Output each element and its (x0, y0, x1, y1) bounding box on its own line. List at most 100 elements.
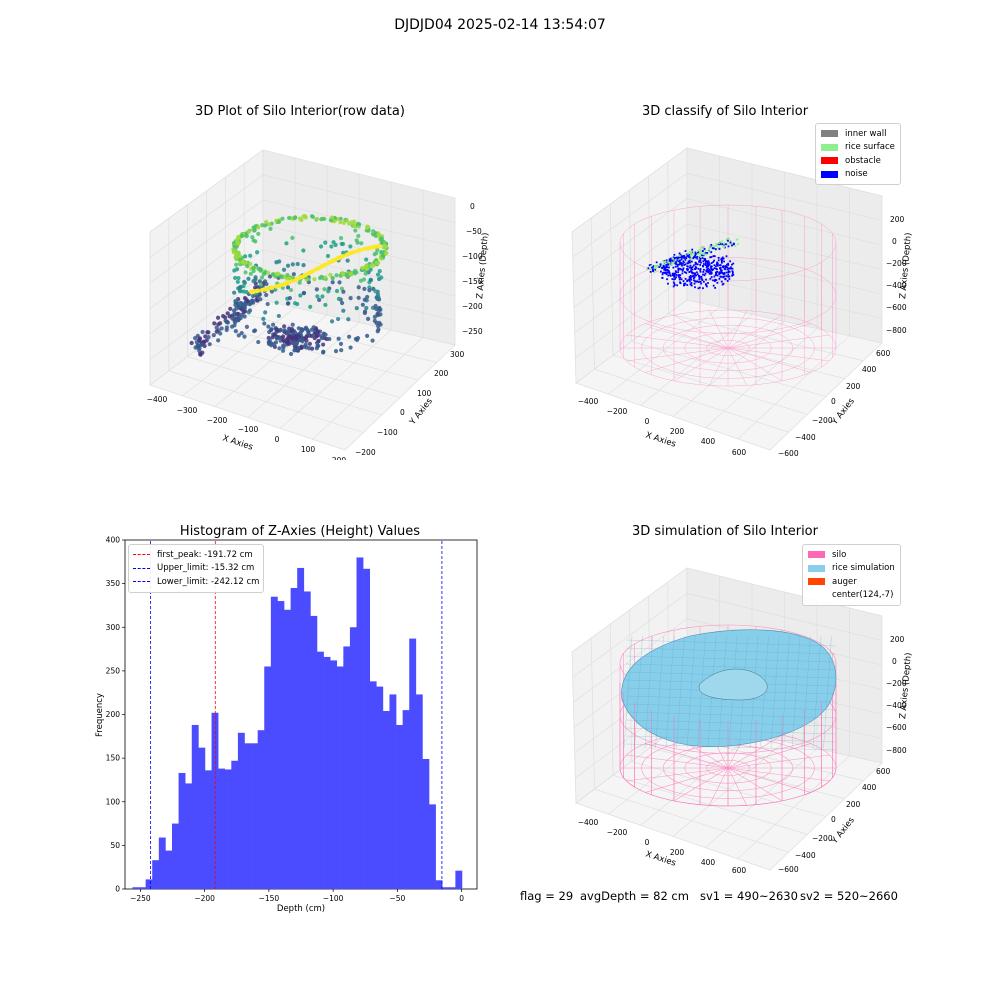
noise-point (681, 269, 684, 272)
rice-surface-point (713, 247, 715, 250)
noise-point (688, 271, 691, 273)
scatter-point (352, 271, 358, 276)
y-tick: 200 (846, 382, 861, 391)
histogram-bar (145, 879, 153, 889)
noise-point (699, 259, 702, 262)
noise-point (689, 270, 692, 273)
noise-point (694, 274, 697, 277)
noise-point (709, 256, 712, 259)
rice-surface-point (710, 243, 713, 246)
noise-point (699, 264, 702, 266)
z-tick: −400 (886, 281, 907, 290)
noise-point (727, 271, 730, 274)
histogram-bar (264, 666, 272, 889)
noise-point (698, 256, 701, 259)
noise-point (686, 265, 689, 268)
legend-item-auger: auger (808, 575, 895, 589)
rice-surface-point (721, 240, 724, 243)
noise-point (731, 267, 734, 270)
scatter-point (338, 220, 343, 225)
z-tick: −600 (886, 723, 907, 732)
scatter-point (239, 233, 245, 239)
noise-point (675, 259, 678, 262)
scatter-point (383, 244, 388, 249)
surface-mesh-line (625, 639, 837, 647)
rice-surface-point (694, 251, 697, 254)
scatter-point (321, 350, 326, 355)
legend-item-lower-limit: Lower_limit: -242.12 cm (133, 575, 259, 589)
sv1-text: sv1 = 490~2630 (700, 889, 798, 903)
rice-surface-point (653, 267, 656, 270)
rice-surface-point (683, 255, 686, 258)
noise-point (661, 276, 664, 279)
scatter-point (282, 324, 287, 329)
scatter-point (364, 305, 369, 311)
histogram-bar (415, 694, 423, 889)
scatter-point (280, 216, 285, 221)
rice-surface-point (701, 254, 703, 257)
y-tick-label: 350 (106, 579, 121, 588)
scatter-point (341, 250, 346, 255)
raw-x-ticks: −400 −300 −200 −100 0 100 200 (147, 395, 347, 460)
rice-surface-point (669, 264, 671, 267)
rice-surface-point (731, 244, 733, 247)
noise-point (727, 273, 730, 276)
rice-surface-point (700, 252, 703, 254)
y-tick-label: 50 (110, 841, 120, 850)
scatter-point (264, 292, 269, 298)
noise-point (710, 276, 713, 278)
scatter-point (329, 244, 334, 249)
rice-surface-point (700, 253, 702, 256)
histogram-bar (224, 769, 232, 889)
noise-point (706, 268, 709, 271)
rice-surface-point (687, 252, 690, 255)
legend-line (133, 581, 150, 583)
rice-surface-point (732, 243, 735, 246)
z-tick: −200 (886, 259, 907, 268)
scatter-point (364, 246, 369, 251)
scatter-point (233, 320, 238, 325)
rice-surface-point (721, 243, 724, 246)
legend-item-rice-surface: rice surface (821, 141, 895, 155)
noise-point (688, 280, 691, 283)
noise-point (680, 262, 682, 264)
scatter-point (306, 331, 311, 336)
noise-point (700, 261, 702, 264)
classify-3d-plot: −400 −200 0 200 400 600 X Axies −600 −40… (571, 147, 914, 458)
noise-point (719, 264, 722, 267)
scatter-point (346, 317, 351, 322)
noise-point (675, 274, 678, 276)
legend-item-upper-limit: Upper_limit: -15.32 cm (133, 562, 259, 576)
legend-swatch (808, 551, 825, 559)
x-tick: 600 (732, 866, 747, 875)
z-tick: −800 (886, 326, 907, 335)
noise-point (727, 262, 730, 265)
scatter-point (197, 348, 202, 353)
scatter-point (336, 336, 341, 341)
noise-point (667, 271, 670, 274)
scatter-point (232, 290, 237, 295)
noise-point (686, 269, 689, 272)
noise-point (673, 282, 676, 285)
noise-point (731, 263, 733, 266)
rice-surface-point (675, 256, 678, 259)
scatter-point (365, 294, 370, 300)
y-tick-label: 0 (115, 885, 120, 894)
scatter-point (246, 276, 251, 281)
x-tick: −400 (578, 397, 599, 406)
noise-point (688, 278, 691, 281)
scatter-point (246, 229, 251, 234)
noise-point (702, 270, 705, 273)
rice-surface-point (671, 257, 674, 260)
noise-point (675, 271, 678, 274)
legend-item-center: center(124,-7) (808, 589, 895, 603)
y-tick-label: 300 (106, 623, 121, 632)
scatter-point (363, 271, 368, 276)
noise-point (693, 268, 696, 270)
rice-surface-point (681, 255, 684, 258)
histogram-bar (211, 712, 219, 889)
z-tick: −600 (886, 303, 907, 312)
x-tick: 400 (701, 437, 716, 446)
scatter-point (364, 263, 369, 268)
noise-point (701, 279, 704, 282)
